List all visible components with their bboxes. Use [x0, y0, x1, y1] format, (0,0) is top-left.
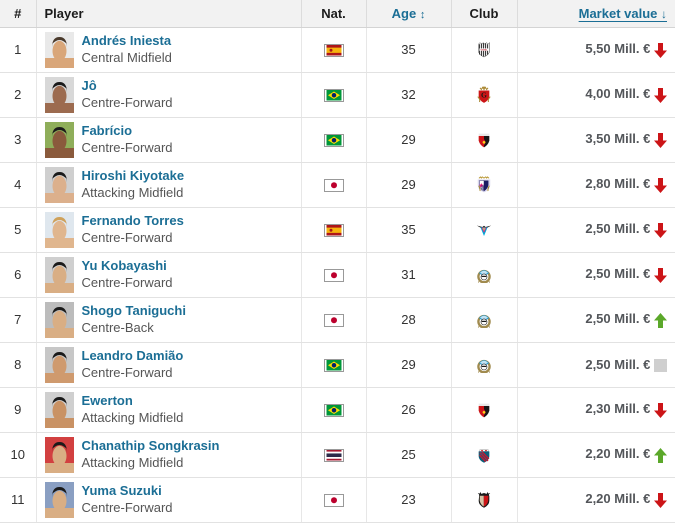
svg-text:G: G [481, 90, 487, 99]
svg-text:VISSEL: VISSEL [480, 49, 488, 51]
